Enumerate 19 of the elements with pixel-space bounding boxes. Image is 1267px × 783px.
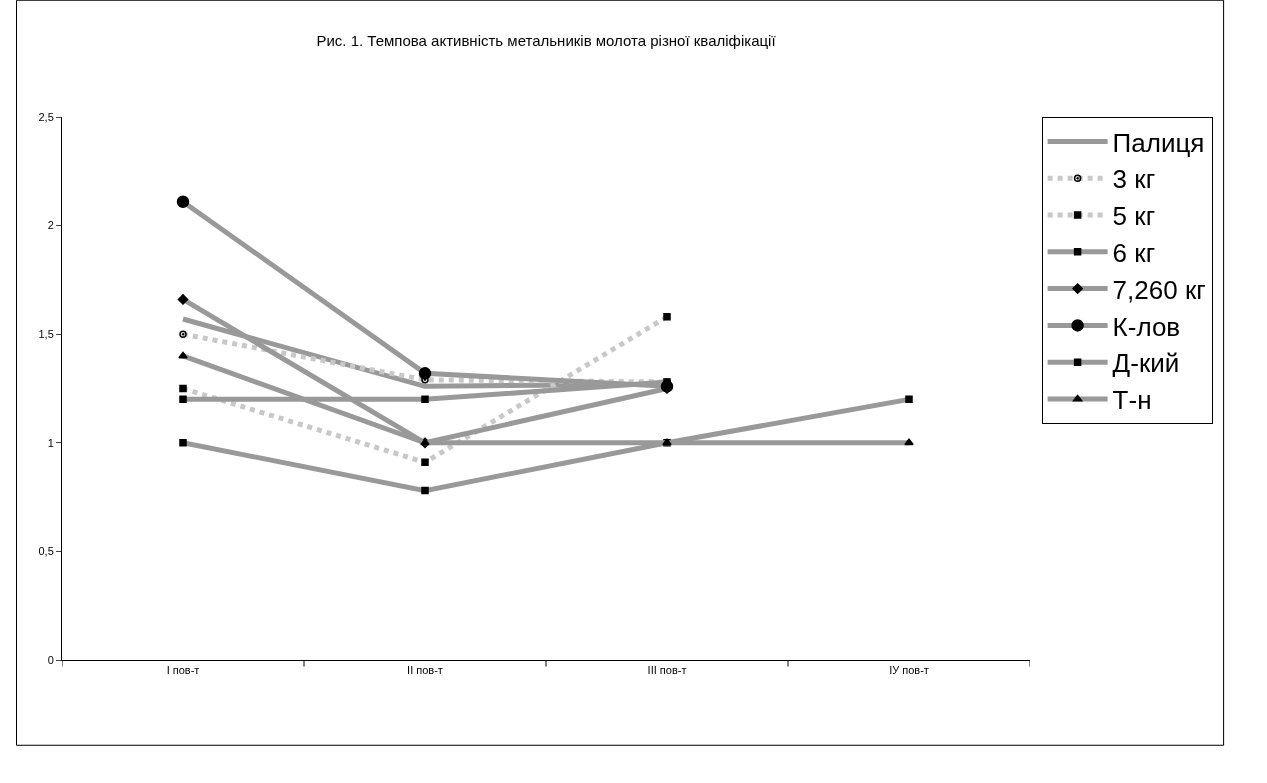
legend-label: 3 кг [1112, 164, 1156, 195]
legend-label: К-лов [1112, 311, 1181, 342]
y-tick-label: 2 [47, 219, 54, 232]
y-tick-label: 2,5 [38, 110, 54, 123]
legend-label: 5 кг [1112, 201, 1156, 232]
x-tick-label: ІУ пов-т [889, 664, 929, 677]
y-tick-label: 1,5 [38, 328, 54, 341]
chart-title: Рис. 1. Темпова активність метальників молота різної кваліфікації [316, 31, 777, 49]
legend-label: 7,260 кг [1112, 274, 1206, 305]
legend-label: Т-н [1112, 385, 1152, 416]
x-tick-label: ІІ пов-т [407, 664, 443, 677]
y-tick-label: 0,5 [38, 545, 54, 558]
y-tick-label: 1 [47, 436, 54, 449]
legend-label: Д-кий [1112, 348, 1180, 379]
x-tick-label: ІІІ пов-т [647, 664, 687, 677]
y-tick-label: 0 [47, 653, 54, 666]
x-tick-label: І пов-т [166, 664, 200, 677]
legend-label: Палиця [1112, 127, 1205, 158]
legend-label: 6 кг [1112, 237, 1156, 268]
